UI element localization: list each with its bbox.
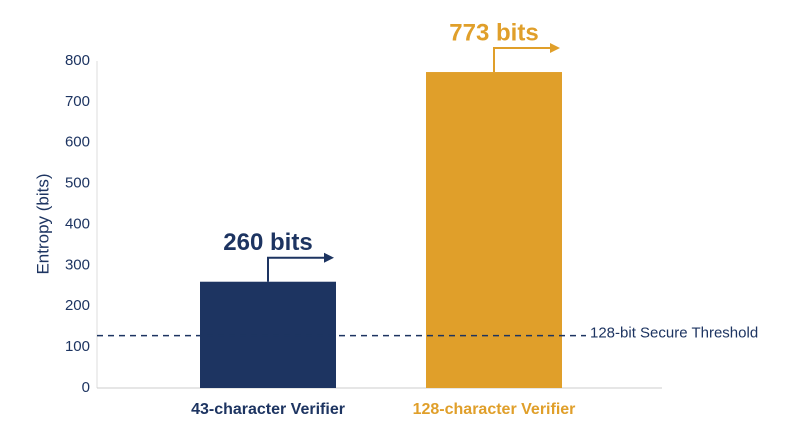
arrow-head (550, 43, 560, 54)
y-tick-label: 0 (82, 379, 90, 396)
arrow (493, 47, 552, 73)
x-tick-label: 128-character Verifier (413, 401, 576, 418)
y-tick-label: 500 (65, 175, 90, 192)
x-tick-label: 43-character Verifier (191, 401, 345, 418)
value-label: 260 bits (223, 229, 312, 256)
bar (200, 281, 336, 388)
y-tick-label: 200 (65, 297, 90, 314)
bar (426, 72, 562, 388)
y-tick-label: 700 (65, 93, 90, 110)
arrow-head (324, 252, 334, 263)
y-axis-label: Entropy (bits) (33, 173, 52, 274)
y-tick-label: 400 (65, 215, 90, 232)
value-label: 773 bits (449, 19, 538, 46)
y-tick-label: 600 (65, 134, 90, 151)
y-tick-label: 100 (65, 338, 90, 355)
threshold-label: 128-bit Secure Threshold (590, 325, 758, 342)
y-tick-label: 300 (65, 256, 90, 273)
arrow (267, 256, 326, 282)
y-tick-label: 800 (65, 52, 90, 69)
